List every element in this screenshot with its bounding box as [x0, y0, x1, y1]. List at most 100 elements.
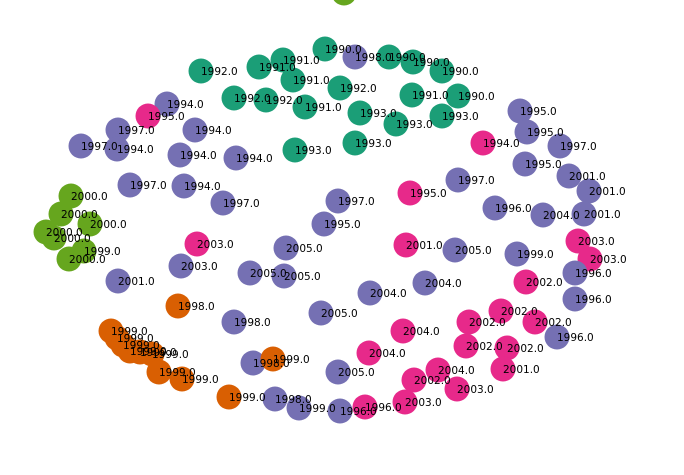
- graph-node: [273, 235, 299, 261]
- node-label: 2003.0: [197, 239, 234, 251]
- node-label: 1996.0: [365, 402, 402, 414]
- node-label: 2005.0: [250, 268, 287, 280]
- graph-node: [221, 309, 247, 335]
- graph-node: [260, 346, 286, 372]
- graph-node: [556, 163, 582, 189]
- graph-node: [77, 211, 103, 237]
- graph-node: [182, 117, 208, 143]
- node-label: 1997.0: [130, 180, 167, 192]
- node-label: 2002.0: [414, 375, 451, 387]
- node-label: 2002.0: [466, 341, 503, 353]
- node-label: 1995.0: [525, 159, 562, 171]
- graph-node: [342, 130, 368, 156]
- graph-node: [105, 268, 131, 294]
- graph-node: [412, 270, 438, 296]
- graph-node: [216, 384, 242, 410]
- node-label: 1991.0: [259, 62, 296, 74]
- node-label: 1993.0: [295, 145, 332, 157]
- graph-node: [352, 394, 378, 420]
- graph-node: [167, 142, 193, 168]
- node-label: 1993.0: [396, 119, 433, 131]
- graph-node: [399, 82, 425, 108]
- graph-node: [470, 130, 496, 156]
- graph-node: [397, 180, 423, 206]
- node-label: 1999.0: [273, 354, 310, 366]
- graph-node: [221, 85, 247, 111]
- node-label: 1998.0: [234, 317, 271, 329]
- graph-node: [513, 269, 539, 295]
- graph-node: [154, 91, 180, 117]
- node-label: 1990.0: [413, 57, 450, 69]
- graph-node: [325, 359, 351, 385]
- node-label: 1998.0: [355, 52, 392, 64]
- graph-node: [507, 98, 533, 124]
- graph-node: [56, 246, 82, 272]
- node-label: 1992.0: [201, 66, 238, 78]
- graph-node: [390, 318, 416, 344]
- graph-node: [105, 117, 131, 143]
- graph-node: [48, 201, 74, 227]
- node-label: 2004.0: [543, 210, 580, 222]
- node-label: 1993.0: [442, 111, 479, 123]
- node-label: 1991.0: [293, 75, 330, 87]
- nodes-layer: [33, 0, 603, 424]
- node-label: 1999.0: [159, 367, 196, 379]
- graph-node: [442, 237, 468, 263]
- node-label: 1997.0: [458, 175, 495, 187]
- node-label: 1990.0: [389, 52, 426, 64]
- node-label: 1996.0: [575, 268, 612, 280]
- node-label: 1999.0: [111, 326, 148, 338]
- node-label: 2005.0: [284, 271, 321, 283]
- graph-node: [280, 67, 306, 93]
- node-label: 2002.0: [501, 306, 538, 318]
- node-label: 2005.0: [321, 308, 358, 320]
- node-label: 1994.0: [236, 153, 273, 165]
- node-label: 1994.0: [180, 150, 217, 162]
- graph-node: [392, 389, 418, 415]
- node-label: 2000.0: [61, 209, 98, 221]
- graph-node: [312, 36, 338, 62]
- graph-node: [333, 0, 355, 6]
- node-label: 2003.0: [405, 397, 442, 409]
- node-label: 2002.0: [535, 317, 572, 329]
- node-label: 1990.0: [442, 66, 479, 78]
- node-label: 2004.0: [425, 278, 462, 290]
- graph-node: [376, 44, 402, 70]
- graph-node: [253, 87, 279, 113]
- node-label: 2001.0: [589, 186, 626, 198]
- graph-node: [165, 293, 191, 319]
- node-label: 1999.0: [117, 333, 154, 345]
- node-label: 1994.0: [117, 144, 154, 156]
- graph-node: [456, 309, 482, 335]
- graph-node: [565, 228, 591, 254]
- node-label: 2005.0: [455, 245, 492, 257]
- node-label: 2003.0: [590, 254, 627, 266]
- node-label: 2000.0: [69, 254, 106, 266]
- node-label: 1998.0: [253, 358, 290, 370]
- node-label: 2004.0: [403, 326, 440, 338]
- node-label: 2002.0: [526, 277, 563, 289]
- graph-node: [504, 241, 530, 267]
- node-label: 1998.0: [275, 394, 312, 406]
- node-label: 1995.0: [148, 111, 185, 123]
- graph-node: [445, 167, 471, 193]
- node-label: 1996.0: [557, 332, 594, 344]
- graph-node: [168, 253, 194, 279]
- node-label: 1999.0: [84, 246, 121, 258]
- node-label: 1999.0: [140, 347, 177, 359]
- node-label: 1995.0: [520, 106, 557, 118]
- node-label: 1994.0: [167, 99, 204, 111]
- graph-node: [327, 398, 353, 424]
- node-label: 2001.0: [406, 240, 443, 252]
- graph-node: [184, 231, 210, 257]
- node-label: 2002.0: [507, 343, 544, 355]
- graph-node: [547, 133, 573, 159]
- node-label: 2004.0: [369, 348, 406, 360]
- node-label: 1997.0: [338, 196, 375, 208]
- graph-node: [169, 366, 195, 392]
- node-label: 1990.0: [458, 91, 495, 103]
- graph-node: [210, 190, 236, 216]
- graph-node: [146, 359, 172, 385]
- graph-node: [262, 386, 288, 412]
